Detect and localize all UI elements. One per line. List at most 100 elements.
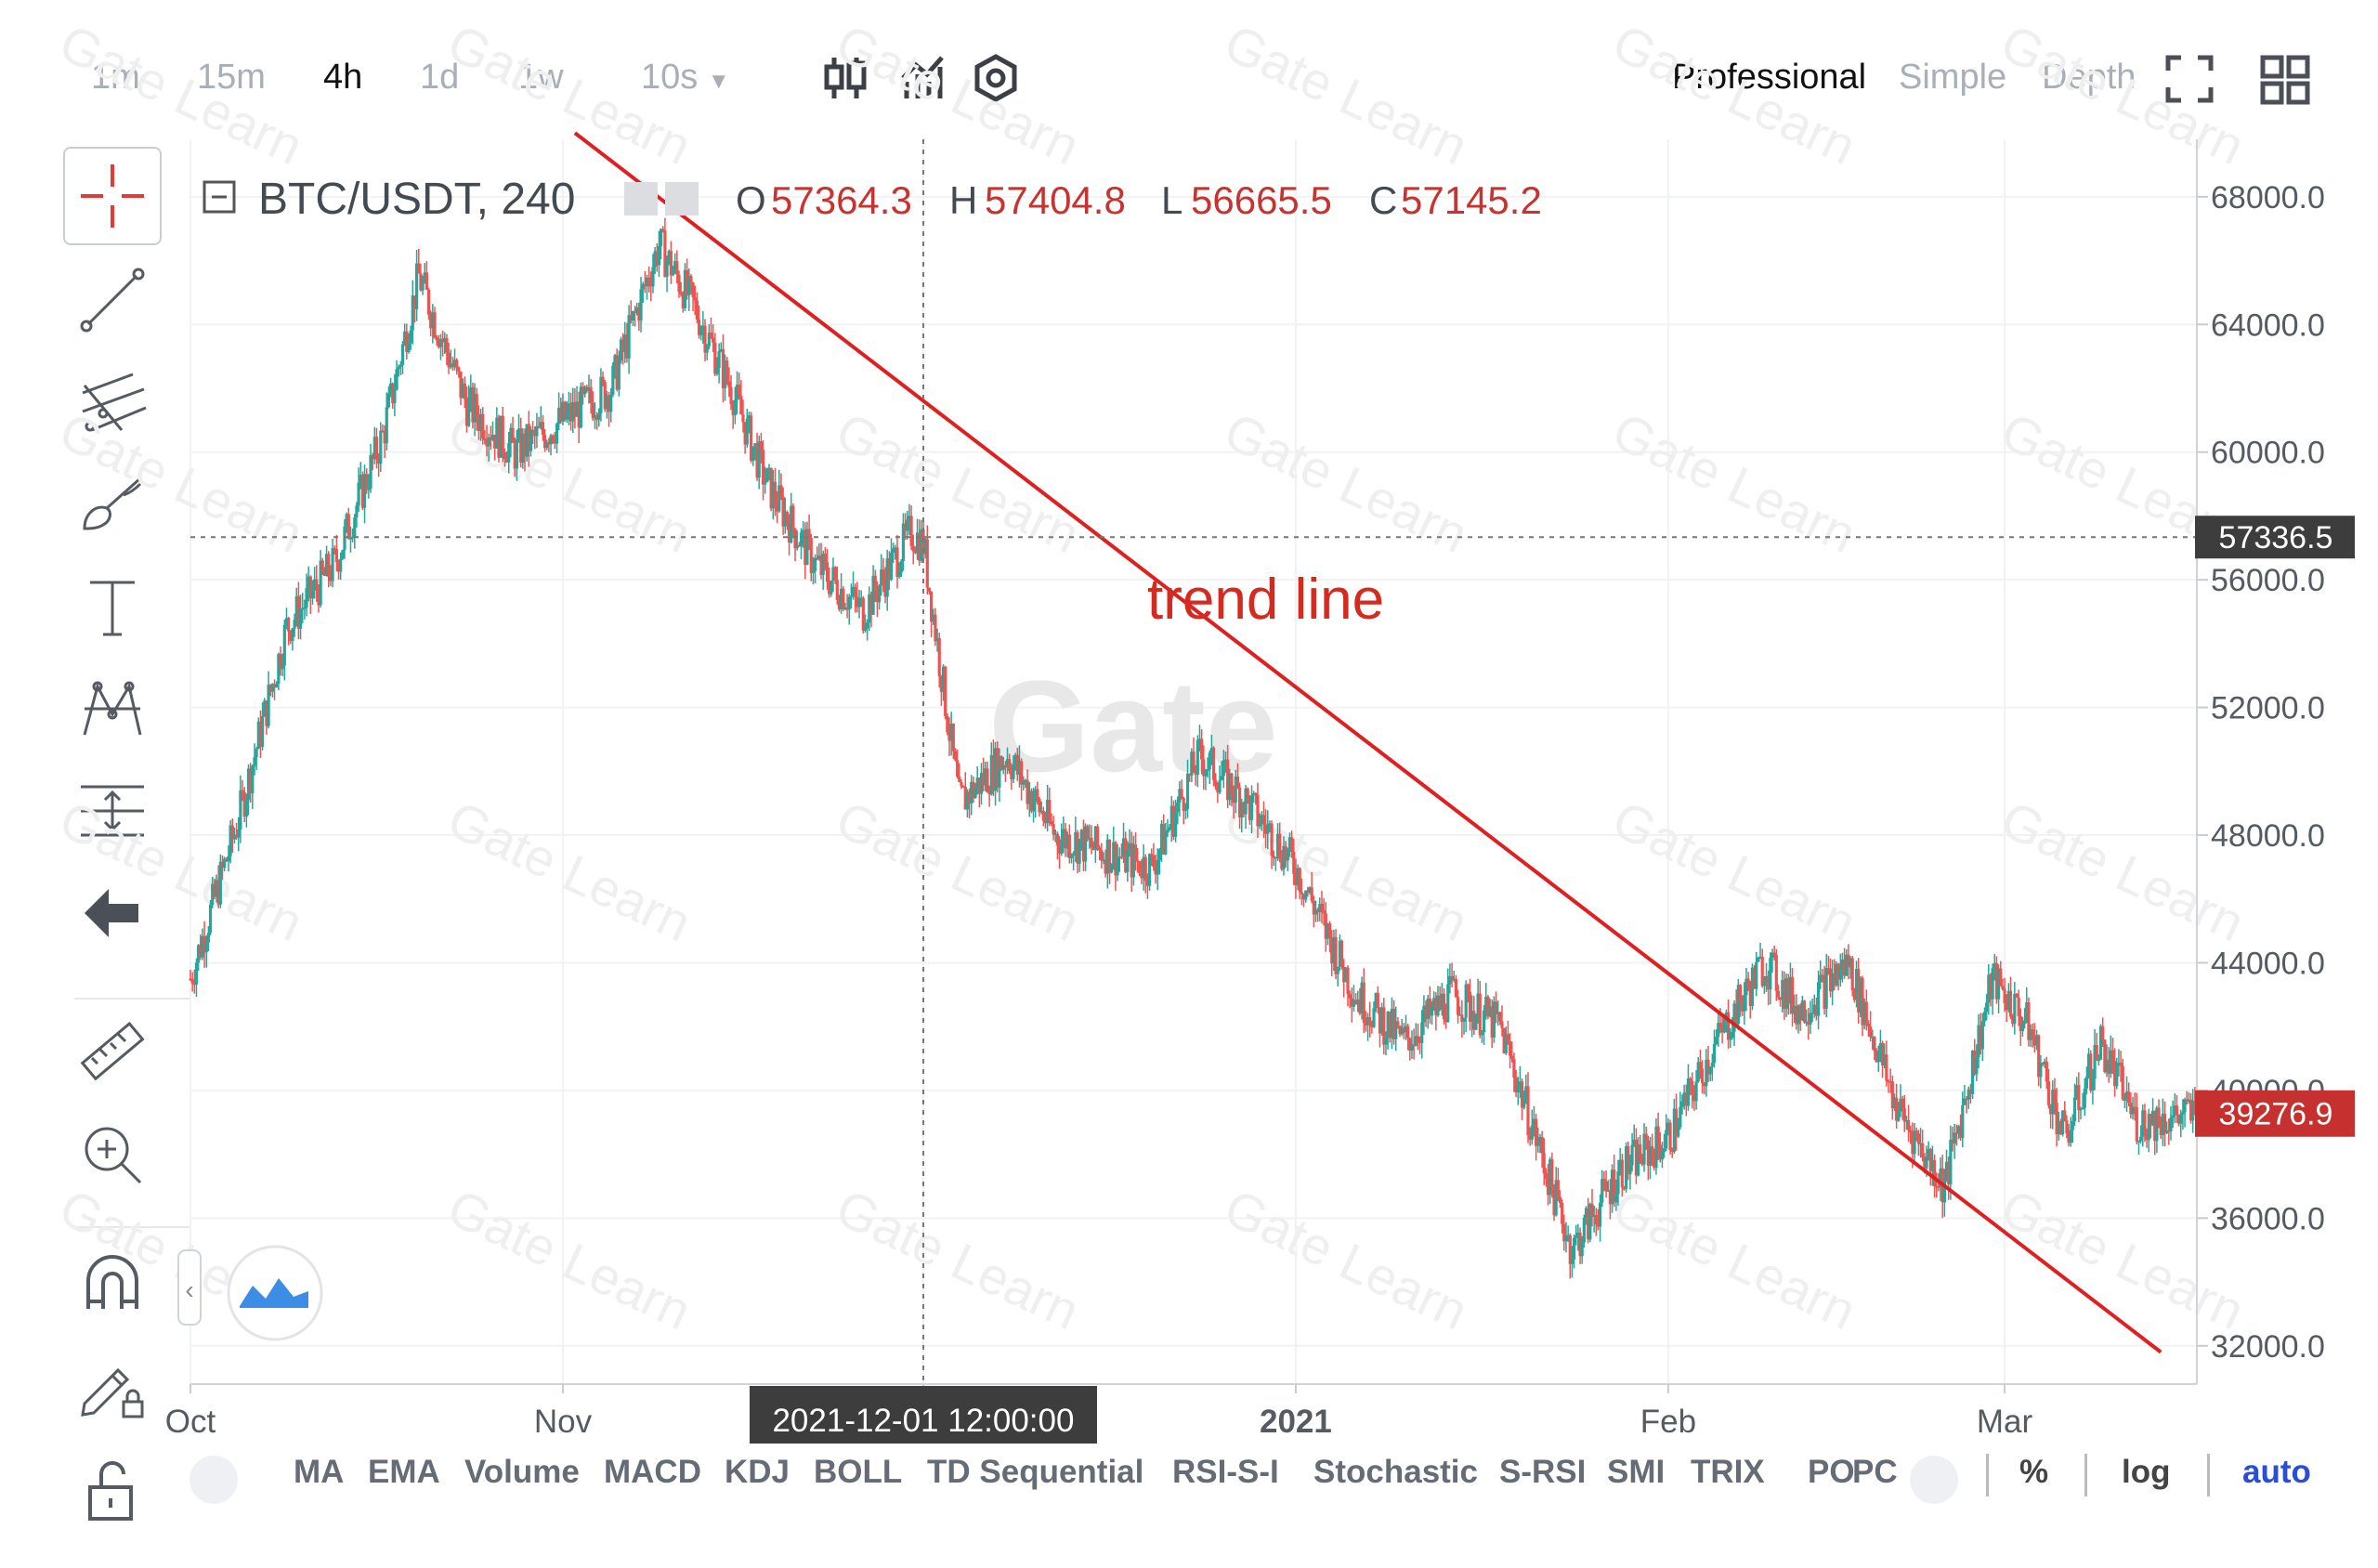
candle-body (1524, 1086, 1528, 1101)
candle-body (2191, 1100, 2195, 1121)
auto-scale-toggle[interactable]: auto (2242, 1454, 2311, 1490)
timeframe-15m[interactable]: 15m (197, 58, 266, 97)
time-axis[interactable]: OctNovDec2021FebMar (165, 1384, 2033, 1440)
collapse-legend-icon[interactable] (203, 180, 236, 214)
price-axis[interactable]: 68000.0 64000.0 60000.0 56000.0 52000.0 48000… (2197, 180, 2325, 1365)
mode-professional[interactable]: Professional (1672, 58, 1867, 97)
text-tool[interactable] (63, 557, 162, 656)
candle-body (785, 511, 789, 524)
indicator-smi[interactable]: SMI (1607, 1454, 1666, 1490)
unlock-tool[interactable] (63, 1440, 162, 1538)
candle-body (749, 415, 753, 461)
pattern-tool[interactable] (63, 660, 162, 758)
candle-body (206, 933, 211, 943)
candle-body (1190, 751, 1194, 776)
candle-body (1143, 856, 1147, 882)
candle-body (908, 516, 911, 520)
candle-body (1949, 1139, 1953, 1184)
collapse-sidebar-button[interactable] (177, 1249, 202, 1326)
candle-body (275, 684, 279, 688)
candle-body (1599, 1202, 1602, 1227)
candle-body (194, 962, 199, 985)
candle-body (923, 539, 927, 555)
candle-body (525, 424, 529, 457)
candle-body (984, 768, 987, 786)
candle-body (1939, 1168, 1942, 1187)
candle-body (1150, 854, 1154, 856)
candle-body (823, 553, 827, 563)
eye-icon[interactable] (624, 182, 658, 216)
candle-body (918, 532, 921, 561)
candle-body (2008, 990, 2013, 1017)
candle-body (1156, 859, 1159, 875)
percent-scale-toggle[interactable]: % (2019, 1454, 2049, 1490)
candle-body (1197, 738, 1202, 740)
log-scale-toggle[interactable]: log (2122, 1454, 2171, 1490)
mode-simple[interactable]: Simple (1899, 58, 2007, 97)
scroll-right-button[interactable] (1910, 1456, 1958, 1504)
indicator-volume[interactable]: Volume (464, 1454, 580, 1490)
mode-depth[interactable]: Depth (2042, 58, 2136, 97)
indicator-boll[interactable]: BOLL (814, 1454, 903, 1490)
indicator-ema[interactable]: EMA (368, 1454, 440, 1490)
candle-body (1899, 1098, 1902, 1112)
interval-select[interactable]: 10s ▼ (641, 58, 730, 98)
indicator-kdj[interactable]: KDJ (725, 1454, 790, 1490)
measure-range-tool[interactable] (63, 762, 162, 860)
candle-body (645, 277, 649, 287)
ruler-tool[interactable] (63, 1003, 162, 1102)
candle-body (2175, 1105, 2179, 1115)
back-button[interactable] (63, 864, 162, 962)
indicator-rsi-s-i[interactable]: RSI-S-I (1172, 1454, 1279, 1490)
candle-body (1000, 756, 1003, 770)
candle-body (1767, 975, 1770, 990)
settings-hexagon-icon[interactable] (972, 54, 1020, 107)
candle-body (847, 596, 851, 610)
brush-tool[interactable] (63, 455, 162, 554)
candle-body (727, 381, 731, 387)
scroll-left-button[interactable] (189, 1456, 238, 1504)
indicator-td-sequential[interactable]: TD Sequential (927, 1454, 1144, 1490)
candle-body (1770, 952, 1774, 959)
gear-icon[interactable] (665, 182, 699, 216)
zoom-in-tool[interactable] (63, 1105, 162, 1204)
candle-body (1280, 858, 1284, 869)
indicator-trix[interactable]: TRIX (1691, 1454, 1765, 1490)
pitchfork-tool[interactable] (63, 353, 162, 451)
indicator-s-rsi[interactable]: S-RSI (1499, 1454, 1587, 1490)
timeframe-1m[interactable]: 1m (91, 58, 140, 97)
watermark-tile: Gate Learn (51, 13, 312, 176)
candle-body (1762, 981, 1766, 987)
grid-layout-icon[interactable] (2259, 54, 2311, 111)
fullscreen-icon[interactable] (2164, 54, 2215, 109)
lock-drawing-tool[interactable] (63, 1338, 162, 1436)
candle-body (1260, 815, 1263, 825)
timeframe-1d[interactable]: 1d (420, 58, 460, 97)
candle-body (1484, 997, 1488, 1012)
trend-line-tool[interactable] (63, 251, 162, 349)
candlestick-type-icon[interactable] (821, 54, 869, 107)
candle-body (287, 618, 291, 632)
candle-body (372, 437, 376, 460)
candle-body (1083, 826, 1088, 862)
candle-body (1313, 909, 1318, 915)
candle-body (2105, 1059, 2109, 1073)
magnet-tool[interactable] (63, 1235, 162, 1334)
indicator-stochastic[interactable]: Stochastic (1313, 1454, 1478, 1490)
indicator-po[interactable]: PO (1808, 1454, 1855, 1490)
candle-body (1859, 977, 1862, 1013)
candle-body (944, 666, 947, 716)
indicators-icon[interactable] (899, 54, 947, 107)
trend-line[interactable] (573, 131, 2162, 1354)
crosshair-tool[interactable] (63, 147, 162, 245)
indicator-pc[interactable]: PC (1852, 1454, 1898, 1490)
candle-body (1634, 1139, 1639, 1176)
indicator-ma[interactable]: MA (294, 1454, 345, 1490)
candle-body (2086, 1053, 2091, 1078)
candle-body (2107, 1059, 2110, 1074)
timeframe-4h[interactable]: 4h (323, 58, 363, 97)
candle-body (1726, 1012, 1731, 1040)
candle-body (1987, 974, 1991, 1003)
timeframe-1w[interactable]: 1w (518, 58, 564, 97)
indicator-macd[interactable]: MACD (604, 1454, 701, 1490)
